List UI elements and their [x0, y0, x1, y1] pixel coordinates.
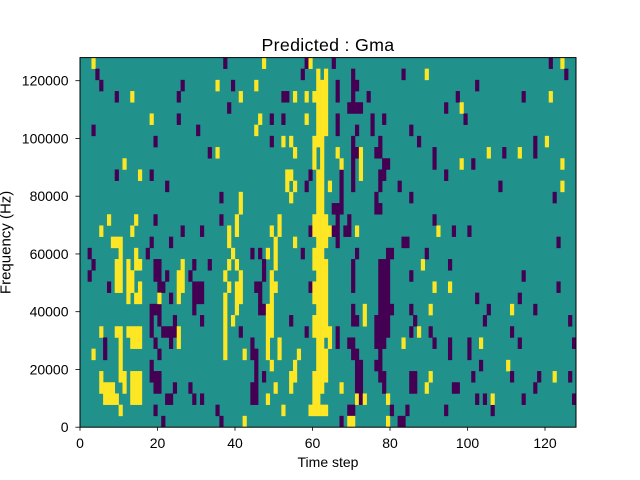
svg-text:100000: 100000	[22, 130, 69, 146]
svg-text:Time step: Time step	[298, 454, 359, 470]
svg-text:80000: 80000	[30, 188, 69, 204]
svg-text:60: 60	[305, 435, 321, 451]
svg-text:120: 120	[533, 435, 557, 451]
svg-text:100: 100	[456, 435, 480, 451]
svg-text:80: 80	[382, 435, 398, 451]
svg-text:120000: 120000	[22, 73, 69, 89]
svg-text:40000: 40000	[30, 304, 69, 320]
svg-text:Frequency (Hz): Frequency (Hz)	[0, 191, 15, 294]
svg-text:0: 0	[61, 419, 69, 435]
svg-text:20000: 20000	[30, 361, 69, 377]
svg-text:20: 20	[150, 435, 166, 451]
svg-text:Predicted : Gma: Predicted : Gma	[262, 35, 395, 55]
svg-text:0: 0	[76, 435, 84, 451]
svg-text:60000: 60000	[30, 246, 69, 262]
svg-text:40: 40	[227, 435, 243, 451]
